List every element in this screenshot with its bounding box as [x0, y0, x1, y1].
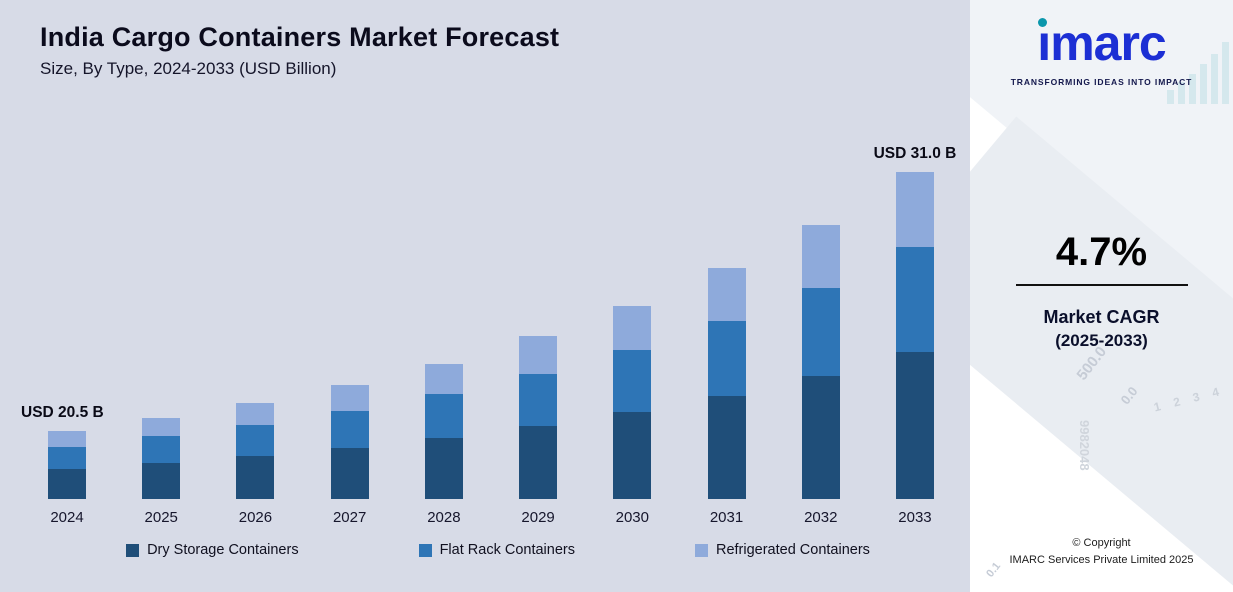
bar-2032 [801, 159, 840, 500]
bar-segment [48, 447, 86, 469]
bar-segment [613, 350, 652, 412]
bar-segment [330, 447, 369, 500]
chart-area: India Cargo Containers Market Forecast S… [0, 0, 970, 592]
bar-segment [801, 376, 840, 500]
bar-2030 [613, 159, 652, 500]
bar-segment [142, 436, 181, 463]
bar-segment [424, 438, 463, 500]
x-axis-labels: 2024 2025 2026 2027 2028 2029 2030 2031 2032 2033 [48, 509, 934, 526]
bar-segment [236, 402, 275, 425]
cagr-block: 4.7% Market CAGR (2025-2033) [970, 232, 1233, 351]
copyright-line1: © Copyright [1072, 537, 1131, 549]
imarc-logo-text: ı marc [1037, 15, 1167, 71]
x-label-2028: 2028 [427, 509, 461, 527]
legend-item: Flat Rack Containers [418, 542, 575, 559]
imarc-tagline: TRANSFORMING IDEAS INTO IMPACT [1010, 77, 1193, 87]
bar-segment [613, 411, 652, 500]
bar-annotation: USD 31.0 B [873, 145, 957, 163]
bar-group: USD 20.5 B USD 31.0 B [21, 145, 956, 500]
x-label-2024: 2024 [50, 509, 84, 527]
x-label-2030: 2030 [615, 509, 649, 527]
x-label-2029: 2029 [521, 509, 555, 527]
x-label-2025: 2025 [144, 509, 178, 527]
bar-2027 [330, 159, 369, 500]
copyright-line2: IMARC Services Private Limited 2025 [1009, 553, 1194, 566]
bar-2025 [142, 159, 181, 500]
x-label-2032: 2032 [804, 509, 838, 527]
bar-segment [613, 305, 652, 351]
bar-segment [330, 411, 369, 448]
legend: Dry Storage Containers Flat Rack Containe… [40, 542, 956, 558]
bar-2031 [707, 159, 746, 500]
bar-segment [801, 287, 840, 377]
copyright: © Copyright IMARC Services Private Limit… [970, 535, 1233, 568]
bar-segment [801, 224, 840, 288]
bar-segment [707, 321, 746, 396]
bar-segment [707, 395, 746, 500]
bar-segment [895, 351, 934, 500]
legend-item: Dry Storage Containers [126, 542, 299, 558]
legend-swatch-icon [694, 543, 708, 557]
legend-item: Refrigerated Containers [694, 542, 870, 559]
bar-segment [707, 267, 746, 322]
bar-segment [424, 394, 463, 439]
legend-label: Refrigerated Containers [715, 542, 870, 559]
chart-title: India Cargo Containers Market Forecast [40, 22, 560, 52]
bar-segment [519, 336, 558, 374]
decorative-mini-bars [1167, 42, 1229, 104]
cagr-value: 4.7% [1055, 230, 1148, 274]
x-label-2033: 2033 [898, 509, 932, 527]
cagr-period: (2025-2033) [1055, 331, 1148, 350]
bar-segment [236, 455, 275, 500]
bar-segment [519, 373, 558, 427]
legend-swatch-icon [126, 543, 140, 557]
brand-panel: 500.0 0.0 1 2 3 4 9982048 0.1 ı marc TRAN… [970, 0, 1233, 592]
bar-segment [48, 431, 86, 448]
bar-segment [142, 417, 181, 437]
logo-i-dot-icon [1038, 18, 1048, 27]
x-label-2031: 2031 [709, 509, 744, 527]
x-label-2026: 2026 [238, 509, 273, 527]
bar-segment [895, 172, 934, 248]
bar-2024: USD 20.5 B [21, 159, 104, 500]
bar-segment [48, 468, 86, 500]
imarc-logo: ı marc TRANSFORMING IDEAS INTO IMPACT [970, 0, 1233, 87]
legend-label: Dry Storage Containers [147, 542, 299, 559]
cagr-label: Market CAGR [1043, 307, 1160, 327]
x-label-2027: 2027 [332, 509, 367, 527]
bar-segment [519, 426, 558, 500]
bar-2033: USD 31.0 B [874, 145, 956, 500]
legend-label: Flat Rack Containers [439, 542, 575, 559]
cagr-divider [1015, 284, 1188, 286]
bar-segment [142, 462, 181, 500]
bar-segment [895, 247, 934, 352]
chart-subtitle: Size, By Type, 2024-2033 (USD Billion) [40, 59, 337, 79]
bar-segment [424, 363, 463, 395]
bar-segment [236, 424, 275, 456]
bar-2026 [236, 159, 275, 500]
legend-swatch-icon [418, 543, 432, 557]
bar-annotation: USD 20.5 B [21, 404, 104, 422]
bar-segment [330, 385, 369, 412]
bar-2029 [519, 159, 558, 500]
bar-2028 [424, 159, 463, 500]
plot-area: USD 20.5 B USD 31.0 B [21, 145, 956, 500]
